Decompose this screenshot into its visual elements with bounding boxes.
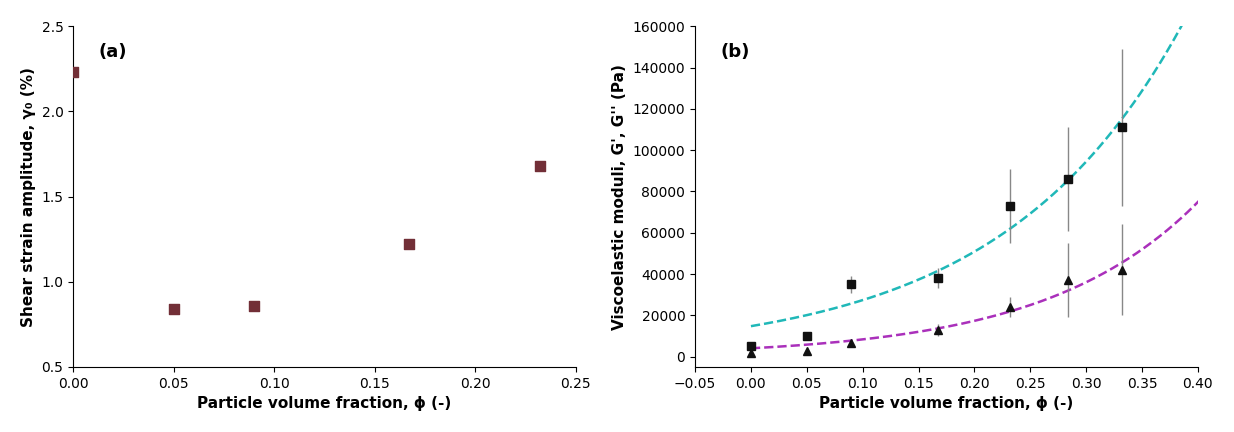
Point [164,305,184,312]
Text: (b): (b) [721,43,749,61]
Point [399,241,418,248]
Point [244,302,264,309]
X-axis label: Particle volume fraction, ϕ (-): Particle volume fraction, ϕ (-) [197,396,452,411]
Point [529,162,549,169]
Point [63,69,83,76]
Y-axis label: Shear strain amplitude, γ₀ (%): Shear strain amplitude, γ₀ (%) [21,67,36,327]
X-axis label: Particle volume fraction, ϕ (-): Particle volume fraction, ϕ (-) [819,396,1074,411]
Y-axis label: Viscoelastic moduli, G', G'' (Pa): Viscoelastic moduli, G', G'' (Pa) [612,64,627,330]
Text: (a): (a) [99,43,127,61]
